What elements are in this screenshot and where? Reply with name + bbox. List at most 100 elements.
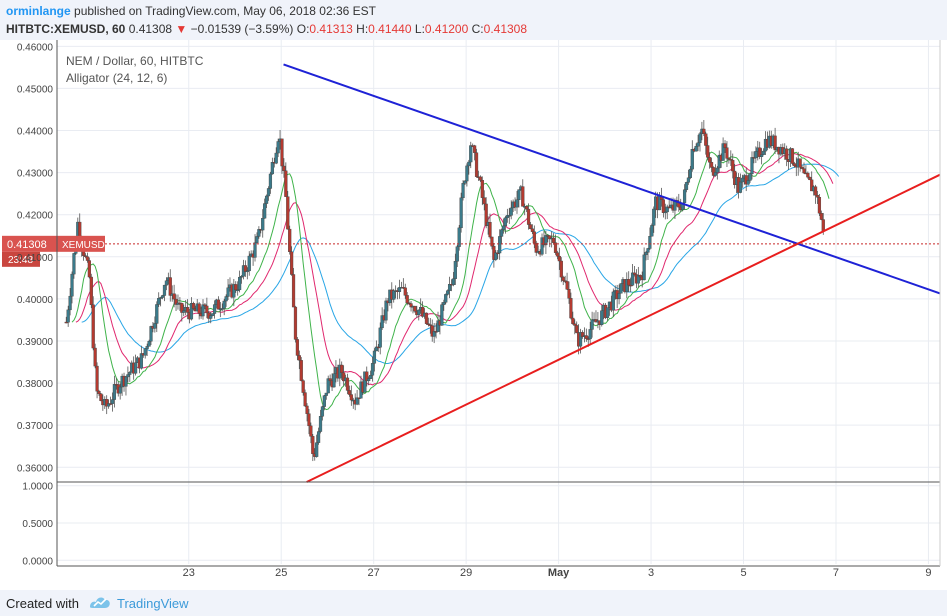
- candle-down: [301, 380, 305, 393]
- candle-up: [648, 236, 652, 249]
- candle-up: [517, 189, 521, 200]
- candle-down: [87, 260, 91, 278]
- chart-frame[interactable]: 0.41308 XEMUSD 23:48 0.46000 0.45000 0.44000…: [0, 40, 947, 590]
- candle-down: [553, 242, 558, 253]
- candle-down: [813, 186, 818, 196]
- candle-down: [723, 143, 727, 148]
- published-text: published on TradingView.com, May 06, 20…: [74, 4, 376, 18]
- candle-down: [234, 284, 238, 291]
- candle-up: [440, 304, 444, 326]
- candle-up: [600, 310, 604, 325]
- candle-down: [785, 148, 789, 160]
- tradingview-brand-link[interactable]: TradingView: [117, 596, 189, 611]
- candle-down: [286, 196, 290, 230]
- candle-down: [299, 360, 303, 381]
- candle-up: [368, 375, 373, 379]
- candle-up: [245, 270, 249, 273]
- candle-down: [798, 158, 802, 168]
- candle-down: [280, 138, 284, 167]
- candle-down: [580, 332, 585, 337]
- candle-down: [186, 307, 190, 313]
- candle-up: [212, 304, 217, 314]
- candle-up: [507, 215, 511, 217]
- candle-up: [320, 406, 325, 417]
- trendline-lower: [306, 173, 941, 483]
- candle-down: [569, 298, 573, 319]
- candle-up: [264, 195, 269, 204]
- close-label: C:: [471, 22, 484, 36]
- candle-up: [459, 197, 463, 229]
- candle-down: [744, 175, 748, 185]
- candle-up: [588, 329, 592, 340]
- y-tick-label: 0.38000: [17, 379, 54, 390]
- candle-down: [627, 279, 631, 286]
- lower-y-tick-label: 0.0000: [22, 556, 53, 567]
- x-tick-label: 29: [460, 567, 472, 579]
- candle-up: [417, 309, 421, 316]
- x-tick-label: 23: [183, 567, 195, 579]
- candle-up: [619, 283, 623, 294]
- candle-down: [430, 325, 434, 337]
- candle-down: [282, 165, 286, 172]
- low-label: L:: [414, 22, 425, 36]
- candle-up: [760, 154, 764, 157]
- tradingview-logo-icon[interactable]: [88, 593, 112, 616]
- candle-down: [428, 324, 432, 326]
- candle-down: [288, 228, 292, 252]
- candle-down: [571, 317, 575, 325]
- publish-header: orminlange published on TradingView.com,…: [6, 4, 376, 18]
- candle-up: [684, 182, 689, 190]
- candle-up: [665, 206, 669, 213]
- candle-up: [636, 274, 640, 284]
- candle-down: [474, 152, 479, 177]
- price-tag-box: [2, 235, 105, 252]
- price-chart[interactable]: 0.41308 XEMUSD 23:48 0.46000 0.45000 0.44000…: [0, 40, 947, 590]
- candle-up: [164, 280, 169, 286]
- candle-up: [499, 229, 504, 237]
- candle-down: [405, 295, 409, 304]
- low-value: 0.41200: [424, 22, 469, 36]
- candle-down: [548, 235, 552, 240]
- candle-down: [243, 265, 247, 272]
- candle-up: [107, 403, 111, 407]
- candle-down: [709, 161, 714, 168]
- candle-down: [534, 242, 538, 253]
- author-link[interactable]: orminlange: [6, 4, 71, 18]
- candle-up: [509, 207, 513, 216]
- candle-up: [378, 327, 382, 348]
- candle-up: [324, 392, 328, 396]
- candle-up: [467, 161, 471, 167]
- candle-up: [209, 315, 213, 319]
- candle-down: [711, 167, 716, 176]
- candle-down: [403, 287, 407, 296]
- candle-up: [384, 300, 388, 321]
- candle-up: [453, 261, 457, 279]
- candle-up: [66, 309, 70, 323]
- candle-up: [318, 416, 323, 432]
- candle-up: [457, 227, 461, 247]
- candle-up: [155, 304, 159, 324]
- candle-up: [446, 290, 450, 295]
- candle-down: [532, 231, 536, 244]
- candle-down: [290, 251, 294, 275]
- candle-down: [105, 399, 109, 407]
- candle-down: [480, 180, 484, 198]
- y-tick-label: 0.39000: [17, 337, 54, 348]
- candle-down: [83, 255, 88, 257]
- candle-up: [715, 167, 719, 173]
- candle-up: [128, 372, 132, 375]
- candle-up: [694, 146, 698, 152]
- candle-down: [484, 203, 488, 226]
- candle-down: [426, 323, 430, 325]
- candle-up: [605, 307, 610, 318]
- lower-y-tick-label: 0.5000: [22, 519, 53, 530]
- footer: Created with TradingView: [0, 590, 947, 616]
- candle-down: [521, 186, 525, 207]
- candle-up: [713, 172, 717, 176]
- candle-down: [810, 179, 814, 192]
- candle-down: [328, 378, 332, 381]
- candle-down: [340, 364, 344, 373]
- last-price: 0.41308: [128, 22, 173, 36]
- candle-up: [70, 273, 74, 297]
- indicator-label: Alligator (24, 12, 6): [66, 71, 167, 85]
